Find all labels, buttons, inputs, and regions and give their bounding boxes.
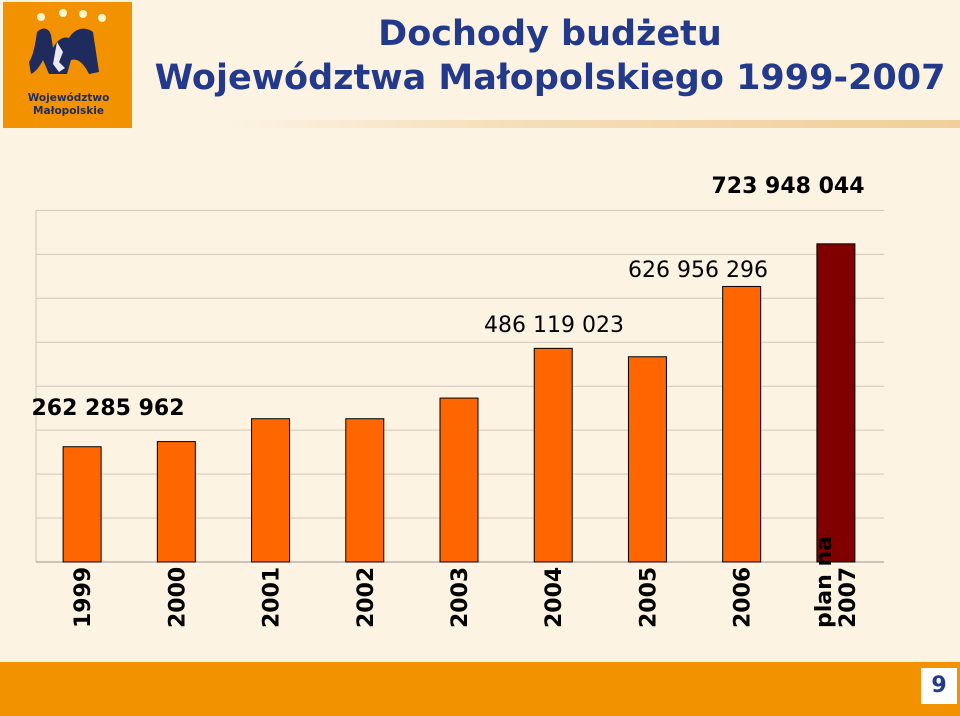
data-label: 486 119 023 [484,313,624,338]
logo-text: Województwo Małopolskie [7,92,130,118]
slide-title-line-1: Dochody budżetu [378,14,722,54]
x-tick-label: plan na [812,536,837,628]
bar-plan-na-2007 [816,243,856,563]
logo-emblem-icon [29,9,106,74]
data-label: 626 956 296 [628,258,768,283]
bar-2000 [156,441,196,563]
title-underline [220,120,960,128]
page-number: 9 [931,673,947,698]
logo-text-line-1: Województwo [27,92,110,104]
bar-2005 [627,356,667,563]
bar-2001 [251,418,291,563]
bar-2006 [722,285,762,563]
bar-2003 [439,397,479,563]
footer-bar [0,662,960,716]
bar-1999 [62,446,102,563]
malopolska-logo: Województwo Małopolskie [3,2,132,128]
page-number-box [921,668,957,704]
logo-text-line-2: Małopolskie [33,105,104,117]
x-tick-label: 2005 [636,567,661,628]
x-tick-label: 2007 [836,567,861,628]
bar-2002 [345,418,385,563]
x-tick-label: 2002 [354,567,379,628]
revenue-bar-chart: 1999 2000 2001 2002 2003 2004 2005 2006 plan na 2… [31,174,884,628]
x-tick-label: 2000 [165,567,190,628]
slide-title-line-2: Województwa Małopolskiego 1999-2007 [154,58,946,98]
data-label: 723 948 044 [711,174,864,199]
x-tick-label: 2001 [260,567,285,628]
data-label: 262 285 962 [31,396,184,421]
x-tick-label: 2004 [542,567,567,628]
x-tick-label: 1999 [71,567,96,628]
bar-2004 [533,347,573,563]
x-tick-label: 2006 [731,567,756,628]
x-tick-label: 2003 [448,567,473,628]
